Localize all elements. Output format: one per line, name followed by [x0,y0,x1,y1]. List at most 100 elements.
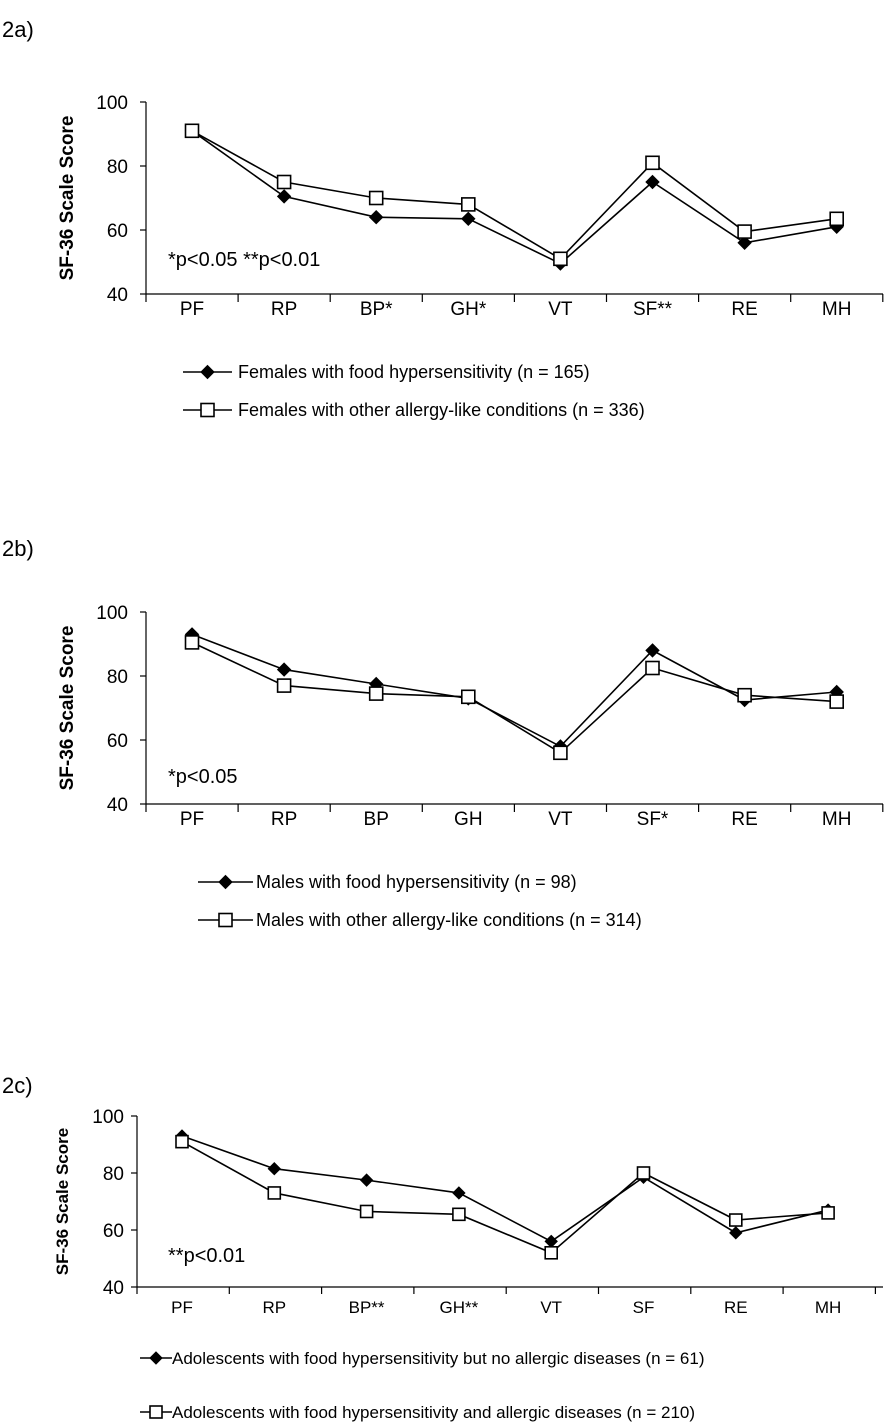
panel-label-2: 2c) [2,1073,33,1098]
legend-marker-2-0 [149,1351,163,1365]
data-point-1-1-1 [276,678,292,693]
y-tick-label-0-1: 60 [107,221,128,242]
y-tick-label-1-2: 80 [107,667,128,688]
legend-marker-0-0 [200,364,215,380]
y-axis-label-0: SF-36 Scale Score [57,116,78,281]
data-point-0-0-5 [645,174,660,190]
data-point-2-0-3 [452,1186,466,1200]
series-line-1-1 [191,641,837,754]
series-line-1-0 [191,633,837,748]
data-point-2-1-4 [544,1246,559,1260]
legend-marker-1-1 [218,912,233,928]
x-tick-label-1-2: BP [364,809,389,830]
legend-label-1-1: Males with other allergy-like conditions… [256,910,642,930]
x-tick-label-0-5: SF** [633,299,673,320]
data-point-2-1-6 [728,1213,743,1227]
series-line-2-0 [181,1135,829,1243]
x-tick-label-0-4: VT [548,299,573,320]
data-point-0-1-7 [829,211,845,227]
data-point-0-0-6 [737,235,752,251]
y-tick-label-2-3: 100 [92,1107,124,1128]
x-tick-label-2-7: MH [815,1298,841,1317]
x-tick-label-0-7: MH [822,299,852,320]
x-tick-label-2-2: BP** [349,1298,385,1317]
data-point-0-0-2 [368,209,384,225]
series-line-0-1 [191,130,837,260]
data-point-0-1-4 [553,251,568,267]
x-tick-label-0-1: RP [271,299,297,320]
data-point-2-0-6 [729,1226,743,1240]
data-point-0-1-3 [460,197,476,212]
data-point-1-1-2 [368,686,384,701]
data-point-0-1-1 [276,174,292,190]
legend-label-2-0: Adolescents with food hypersensitivity b… [172,1349,704,1368]
data-point-0-0-3 [461,211,476,227]
x-tick-label-0-2: BP* [360,299,393,320]
data-point-1-1-4 [553,745,568,761]
x-tick-label-2-6: RE [724,1298,748,1317]
x-tick-label-1-6: RE [731,809,757,830]
legend-marker-2-1 [149,1405,163,1419]
data-point-1-0-1 [276,662,292,677]
x-tick-label-1-1: RP [271,809,297,830]
y-axis-label-1: SF-36 Scale Score [57,626,78,791]
data-point-2-0-2 [359,1173,374,1187]
x-tick-label-1-3: GH [454,809,483,830]
legend-label-0-1: Females with other allergy-like conditio… [238,400,645,420]
data-point-1-1-7 [829,694,845,709]
data-point-2-1-3 [452,1207,466,1222]
significance-note-0: *p<0.05 **p<0.01 [168,249,320,271]
data-point-2-1-7 [821,1206,835,1220]
data-point-1-1-3 [460,689,476,705]
y-tick-label-0-2: 80 [107,157,128,178]
x-tick-label-2-1: RP [262,1298,286,1317]
data-point-2-0-4 [544,1234,558,1249]
x-tick-label-0-6: RE [731,299,757,320]
x-tick-label-2-0: PF [171,1298,193,1317]
data-point-0-1-0 [184,123,200,139]
x-tick-label-0-3: GH* [450,299,487,320]
y-tick-label-2-2: 80 [103,1164,124,1185]
data-point-2-1-2 [359,1204,374,1219]
panel-label-1: 2b) [2,536,34,561]
significance-note-1: *p<0.05 [168,766,238,788]
data-point-2-1-5 [636,1166,651,1180]
x-tick-label-2-3: GH** [440,1298,479,1317]
data-point-0-1-5 [645,155,660,171]
significance-note-2: **p<0.01 [168,1245,245,1267]
y-tick-label-1-1: 60 [107,731,128,752]
data-point-1-1-6 [737,687,752,703]
y-tick-label-1-3: 100 [96,603,128,624]
legend-label-2-1: Adolescents with food hypersensitivity a… [172,1403,695,1422]
x-tick-label-2-5: SF [633,1298,655,1317]
data-point-1-0-5 [645,643,660,658]
y-tick-label-2-0: 40 [103,1278,124,1299]
data-point-2-1-1 [267,1186,282,1200]
y-tick-label-1-0: 40 [107,795,128,816]
panel-label-0: 2a) [2,17,34,42]
x-tick-label-2-4: VT [540,1298,562,1317]
legend-marker-0-1 [200,402,215,418]
data-point-2-0-1 [267,1162,282,1176]
y-tick-label-0-3: 100 [96,93,128,114]
y-tick-label-2-1: 60 [103,1221,124,1242]
data-point-1-1-0 [184,635,200,650]
x-tick-label-1-0: PF [180,809,204,830]
x-tick-label-1-4: VT [548,809,573,830]
data-point-0-1-2 [368,190,384,206]
y-axis-label-2: SF-36 Scale Score [53,1128,72,1275]
x-tick-label-0-0: PF [180,299,204,320]
series-line-0-0 [191,130,837,265]
x-tick-label-1-7: MH [822,809,852,830]
legend-label-1-0: Males with food hypersensitivity (n = 98… [256,872,577,892]
data-point-2-1-0 [175,1134,189,1149]
data-point-1-1-5 [645,660,660,676]
data-point-0-0-1 [276,189,292,204]
series-line-2-1 [181,1140,829,1254]
legend-marker-1-0 [218,874,233,890]
data-point-0-1-6 [737,224,752,239]
legend-label-0-0: Females with food hypersensitivity (n = … [238,362,590,382]
x-tick-label-1-5: SF* [637,809,669,830]
y-tick-label-0-0: 40 [107,285,128,306]
